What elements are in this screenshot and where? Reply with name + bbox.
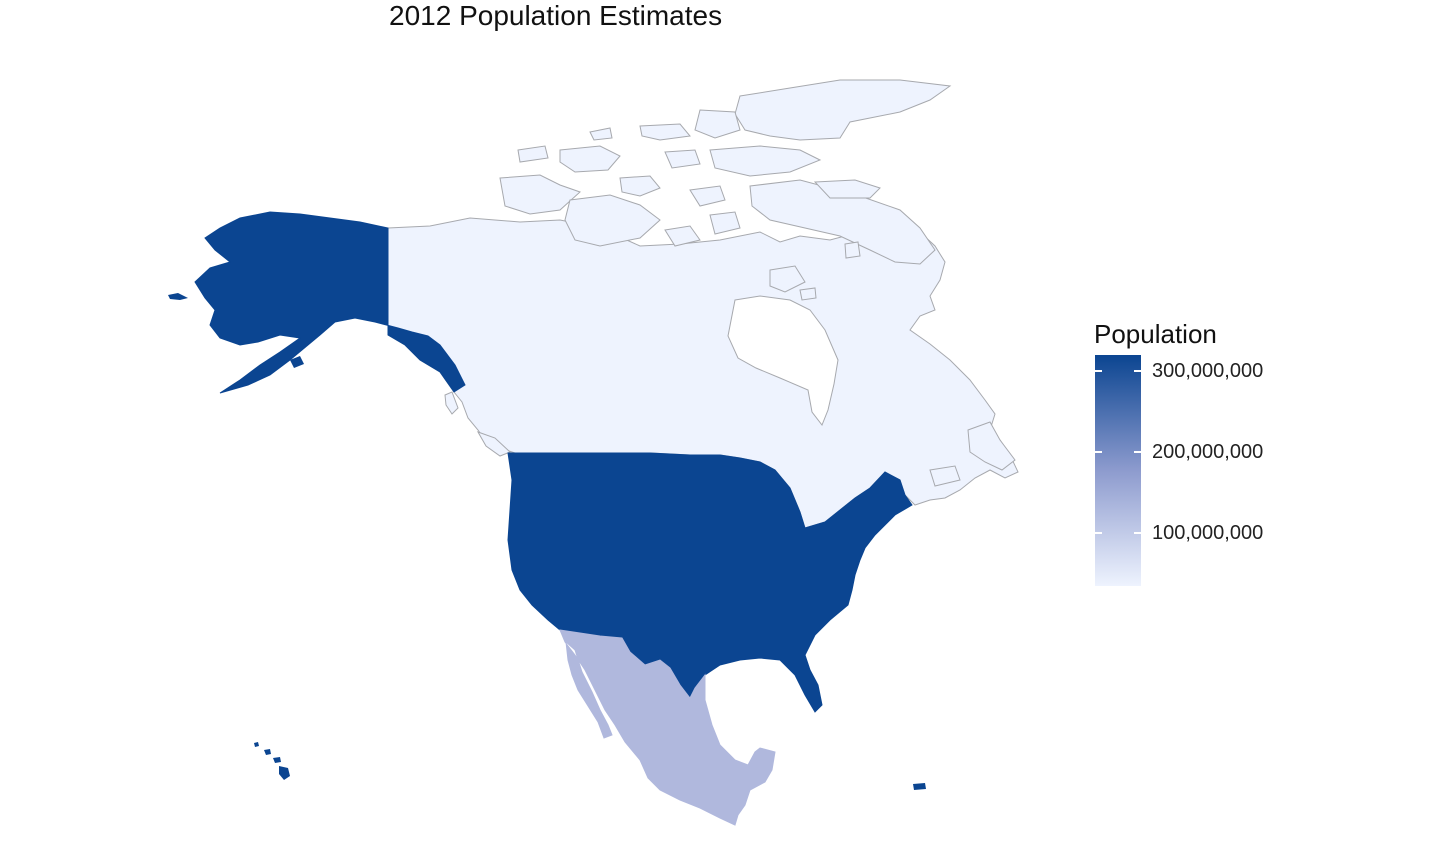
legend-tick-mark [1095, 451, 1102, 454]
legend-tick-label: 300,000,000 [1152, 360, 1264, 383]
legend-tick-label: 100,000,000 [1152, 522, 1264, 545]
legend-tick-mark [1134, 532, 1141, 535]
region-mexico[interactable] [559, 629, 776, 826]
map-title: 2012 Population Estimates [389, 0, 723, 31]
region-usa-puerto-rico[interactable] [913, 783, 926, 790]
legend: Population 300,000,000 200,000,000 100,000… [1094, 318, 1314, 598]
legend-colorbar [1095, 355, 1141, 586]
region-usa-alaska[interactable] [194, 211, 466, 394]
alaska-islands [168, 293, 304, 368]
region-usa-hawaii[interactable] [254, 742, 290, 780]
canada-arctic-islands [499, 79, 952, 301]
canada-east-islands [929, 421, 1016, 487]
canada-west-islands [444, 391, 511, 457]
legend-tick-mark [1095, 370, 1102, 373]
legend-tick-label: 200,000,000 [1152, 441, 1264, 464]
legend-tick-mark [1095, 532, 1102, 535]
legend-tick-mark [1134, 370, 1141, 373]
legend-tick-mark [1134, 451, 1141, 454]
legend-title: Population [1094, 319, 1217, 349]
